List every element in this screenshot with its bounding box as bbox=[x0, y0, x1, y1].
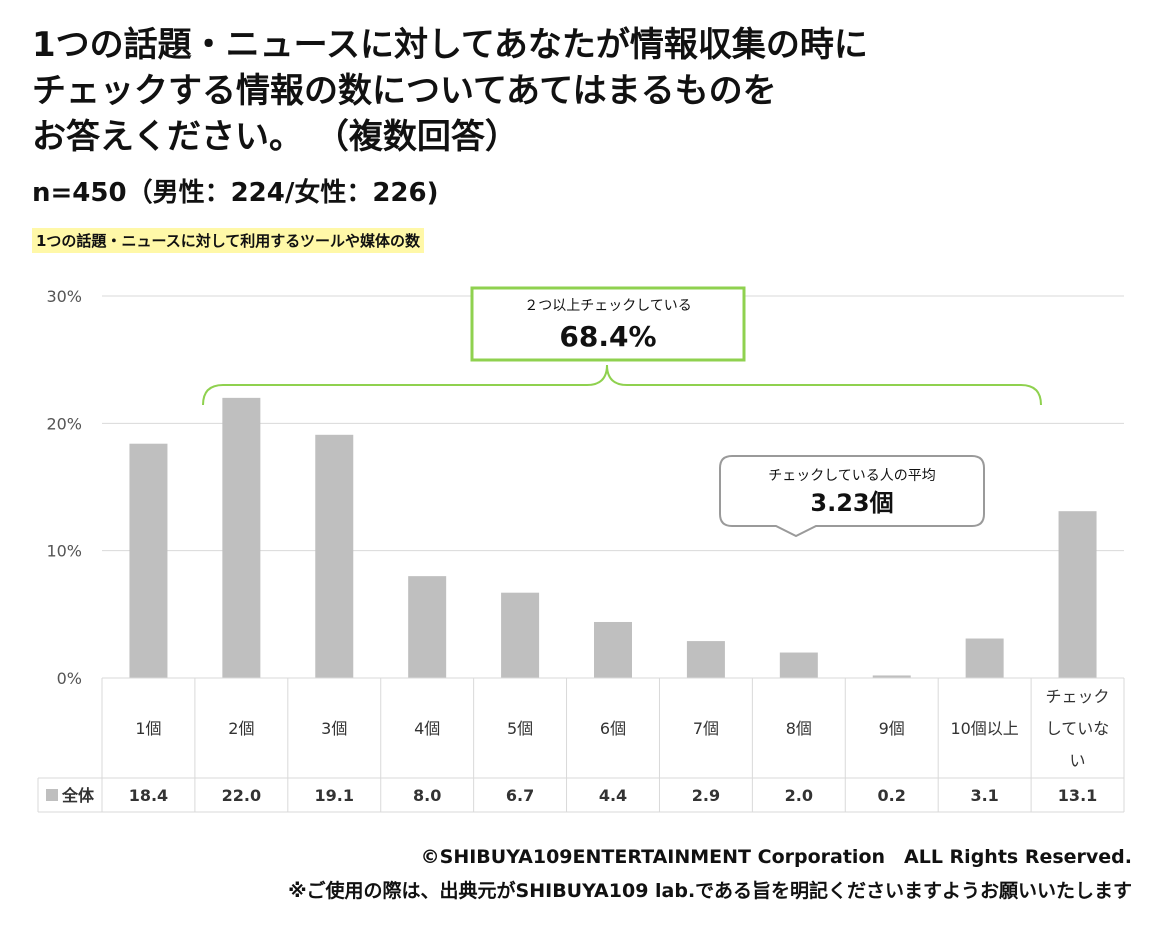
callout-top-label: ２つ以上チェックしている bbox=[524, 298, 692, 314]
multi-check-callout: ２つ以上チェックしている 68.4% bbox=[202, 286, 1042, 406]
usage-note: ※ご使用の際は、出典元がSHIBUYA109 lab.である旨を明記くださいます… bbox=[288, 880, 1132, 902]
y-tick-label-0: 0% bbox=[57, 669, 82, 688]
x-tick-label-1: 2個 bbox=[228, 719, 254, 738]
x-tick-label-10: チェックしていない bbox=[1046, 687, 1110, 770]
title-line-1: 1つの話題・ニュースに対してあなたが情報収集の時に bbox=[32, 25, 868, 65]
x-tick-label-5: 6個 bbox=[600, 719, 626, 738]
x-tick-label-8: 9個 bbox=[879, 719, 905, 738]
data-label-4: 6.7 bbox=[506, 786, 534, 805]
bar-1 bbox=[222, 397, 261, 678]
bar-2 bbox=[315, 434, 354, 678]
callout-top-value: 68.4% bbox=[559, 320, 656, 353]
average-callout: チェックしている人の平均 3.23個 bbox=[719, 455, 985, 538]
copyright: ©SHIBUYA109ENTERTAINMENT Corporation ALL… bbox=[420, 846, 1132, 868]
bar-10 bbox=[1058, 511, 1097, 678]
bar-4 bbox=[501, 592, 540, 678]
bar-5 bbox=[594, 621, 632, 678]
legend-label: 全体 bbox=[61, 786, 95, 805]
data-label-8: 0.2 bbox=[878, 786, 906, 805]
data-label-0: 18.4 bbox=[129, 786, 168, 805]
data-label-2: 19.1 bbox=[315, 786, 354, 805]
chart-subtitle: 1つの話題・ニュースに対して利用するツールや媒体の数 bbox=[32, 228, 424, 253]
chart-title: 1つの話題・ニュースに対してあなたが情報収集の時に チェックする情報の数について… bbox=[32, 22, 1132, 160]
y-tick-label-2: 20% bbox=[46, 414, 82, 433]
data-label-7: 2.0 bbox=[785, 786, 813, 805]
data-label-10: 13.1 bbox=[1058, 786, 1097, 805]
x-tick-label-9: 10個以上 bbox=[950, 719, 1018, 738]
data-label-3: 8.0 bbox=[413, 786, 441, 805]
bar-7 bbox=[779, 652, 818, 678]
bar-0 bbox=[129, 443, 168, 678]
title-line-3: お答えください。 （複数回答） bbox=[32, 117, 519, 157]
legend-swatch bbox=[46, 789, 58, 801]
x-tick-label-4: 5個 bbox=[507, 719, 533, 738]
bar-9 bbox=[965, 638, 1004, 678]
x-tick-label-0: 1個 bbox=[135, 719, 161, 738]
callout-avg-label: チェックしている人の平均 bbox=[768, 468, 936, 484]
bar-8 bbox=[872, 675, 911, 678]
x-tick-label-6: 7個 bbox=[693, 719, 719, 738]
data-label-5: 4.4 bbox=[599, 786, 627, 805]
callout-box-green bbox=[470, 286, 746, 362]
x-tick-label-7: 8個 bbox=[786, 719, 812, 738]
y-tick-label-3: 30% bbox=[46, 287, 82, 306]
sample-size: n=450（男性：224/女性：226) bbox=[32, 178, 439, 208]
data-label-1: 22.0 bbox=[222, 786, 261, 805]
data-label-6: 2.9 bbox=[692, 786, 720, 805]
bar-3 bbox=[408, 576, 447, 678]
speech-bubble bbox=[719, 455, 985, 538]
callout-avg-value: 3.23個 bbox=[810, 489, 893, 517]
title-line-2: チェックする情報の数についてあてはまるものを bbox=[32, 71, 777, 111]
data-label-9: 3.1 bbox=[970, 786, 998, 805]
bar-chart: 0% 10% 20% 30% 1個 2個 3個 4個 5個 6個 7個 8個 9個 10個以上 チェックし… bbox=[37, 286, 1125, 813]
x-tick-label-2: 3個 bbox=[321, 719, 347, 738]
bracket-top bbox=[202, 364, 1042, 406]
bar-6 bbox=[686, 641, 725, 678]
x-tick-label-3: 4個 bbox=[414, 719, 440, 738]
y-tick-label-1: 10% bbox=[46, 542, 82, 561]
